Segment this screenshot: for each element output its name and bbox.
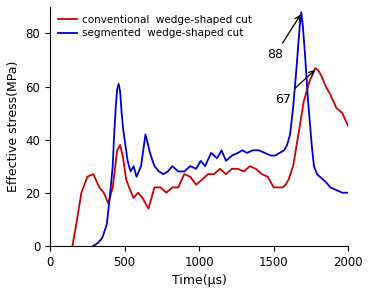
Line: conventional  wedge-shaped cut: conventional wedge-shaped cut — [73, 68, 348, 246]
conventional  wedge-shaped cut — [319, 74, 324, 78]
Text: 67: 67 — [275, 71, 314, 106]
conventional  wedge-shaped cut — [101, 191, 106, 194]
segmented  wedge-shaped cut — [182, 170, 186, 173]
X-axis label: Time(μs): Time(μs) — [172, 274, 226, 287]
segmented  wedge-shaped cut — [91, 244, 95, 248]
conventional  wedge-shaped cut — [127, 186, 131, 189]
Legend: conventional  wedge-shaped cut, segmented  wedge-shaped cut: conventional wedge-shaped cut, segmented… — [55, 12, 256, 41]
conventional  wedge-shaped cut — [340, 111, 344, 115]
conventional  wedge-shaped cut — [118, 143, 122, 147]
Text: 88: 88 — [267, 16, 300, 61]
segmented  wedge-shaped cut — [346, 191, 350, 194]
segmented  wedge-shaped cut — [299, 11, 303, 14]
segmented  wedge-shaped cut — [240, 148, 245, 152]
segmented  wedge-shaped cut — [125, 159, 130, 163]
conventional  wedge-shaped cut — [346, 125, 350, 128]
Line: segmented  wedge-shaped cut: segmented wedge-shaped cut — [93, 12, 348, 246]
conventional  wedge-shaped cut — [313, 66, 318, 70]
segmented  wedge-shaped cut — [128, 170, 133, 173]
segmented  wedge-shaped cut — [318, 175, 322, 178]
conventional  wedge-shaped cut — [164, 191, 169, 194]
segmented  wedge-shaped cut — [236, 151, 240, 155]
conventional  wedge-shaped cut — [70, 244, 75, 248]
Y-axis label: Effective stress(MPa): Effective stress(MPa) — [7, 61, 20, 192]
